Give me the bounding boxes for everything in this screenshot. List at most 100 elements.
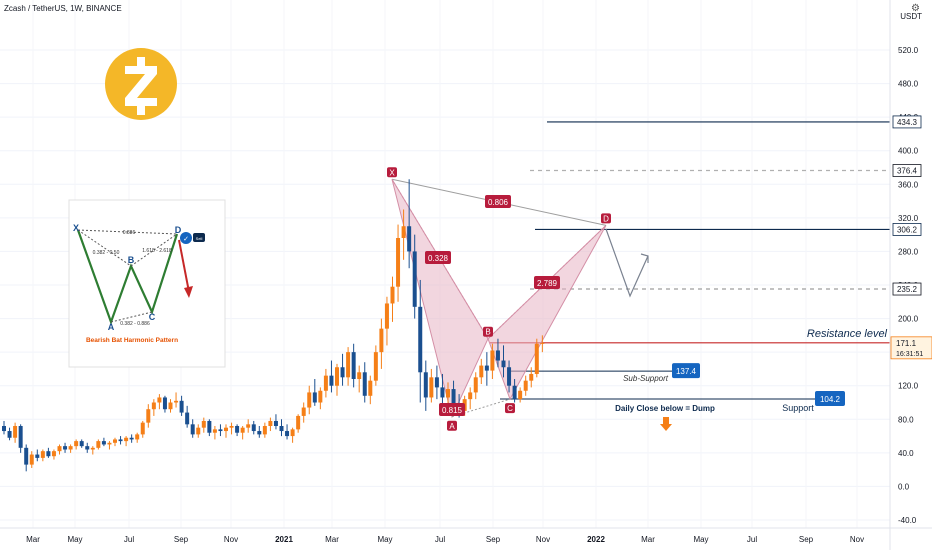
price-level-tag-bg xyxy=(892,282,922,296)
candle-body xyxy=(434,377,439,388)
diagram-ratio: 0.382 - 0.886 xyxy=(120,321,150,327)
point-label-bg xyxy=(387,167,397,178)
price-tick-label: 320.0 xyxy=(898,214,919,223)
sub-support-tag: 137.4 xyxy=(676,367,697,376)
support-tag-bg xyxy=(815,390,845,406)
diagram-point-label: A xyxy=(108,322,115,332)
diagram-sell-text: Sell xyxy=(196,236,203,241)
candle-body xyxy=(179,400,184,413)
candle-body xyxy=(401,226,406,238)
candle-body xyxy=(190,424,195,435)
diagram-point-label: X xyxy=(73,223,79,233)
point-label: A xyxy=(449,422,455,431)
point-label: B xyxy=(485,328,490,337)
projection-path xyxy=(605,228,649,298)
candle-body xyxy=(307,392,312,408)
candle-body xyxy=(218,429,223,432)
candle-body xyxy=(129,437,134,440)
candle-body xyxy=(101,441,106,445)
candle-body xyxy=(240,427,245,433)
price-tick-label: 280.0 xyxy=(898,247,919,256)
candle-body xyxy=(257,431,262,435)
candle-body xyxy=(329,375,334,386)
candle-body xyxy=(473,377,478,393)
ratio-badge xyxy=(425,251,451,264)
candle-body xyxy=(368,380,373,396)
candle-body xyxy=(423,372,428,398)
daily-close-label: Daily Close below = Dump xyxy=(615,404,715,413)
candle-body xyxy=(224,427,228,432)
candle-body xyxy=(512,385,517,400)
sub-support-label: Sub-Support xyxy=(623,374,669,383)
diagram-ratio: 1.618 - 2.618 xyxy=(142,248,172,254)
candle-body xyxy=(518,390,523,400)
time-tick-label: Mar xyxy=(26,535,40,544)
candle-body xyxy=(85,446,90,450)
candle-body xyxy=(18,426,23,448)
candle-body xyxy=(495,350,500,361)
price-tick-label: 480.0 xyxy=(898,80,919,89)
annotations: X A B C D 0.806 0.328 0.815 2.789 Resistance leve… xyxy=(68,48,888,431)
candle-body xyxy=(68,446,73,450)
candle-body xyxy=(251,424,256,432)
candle-body xyxy=(124,437,129,442)
candle-body xyxy=(484,365,489,371)
projection-arrowhead xyxy=(640,253,649,263)
candle-body xyxy=(185,412,190,425)
candle-body xyxy=(379,328,384,353)
candle-body xyxy=(51,451,56,457)
diagram-sell-badge xyxy=(193,233,205,242)
currency-unit: USDT xyxy=(900,12,922,21)
current-price-value: 171.1 xyxy=(896,339,917,348)
time-tick-label: Sep xyxy=(174,535,189,544)
candle-body xyxy=(35,454,40,458)
pattern-diagram xyxy=(68,199,226,368)
candle-body xyxy=(373,352,378,381)
candle-body xyxy=(174,400,179,403)
candle-body xyxy=(146,409,151,423)
price-axis[interactable]: -40.00.040.080.0120.0160.0200.0240.0280.… xyxy=(889,0,932,550)
ratio-badge xyxy=(439,403,465,416)
candle-body xyxy=(296,415,301,430)
price-level-tag: 376.4 xyxy=(897,167,918,176)
diagram-ratio: 0.886 xyxy=(123,230,136,236)
candle-body xyxy=(501,360,506,368)
ratio-label: 2.789 xyxy=(537,279,558,288)
candle-body xyxy=(201,420,206,428)
gear-icon[interactable]: ⚙ xyxy=(911,3,920,14)
ratio-label: 0.328 xyxy=(428,254,449,263)
candle-body xyxy=(140,422,145,435)
diagram-ratio: 0.382 - 0.50 xyxy=(93,250,120,256)
time-tick-label: 2021 xyxy=(275,535,293,544)
resistance-label: Resistance level xyxy=(807,328,888,340)
candle-body xyxy=(440,387,445,398)
time-tick-label: Jul xyxy=(435,535,445,544)
candle-body xyxy=(262,426,267,435)
price-level-tag: 235.2 xyxy=(897,285,918,294)
point-label-bg xyxy=(601,213,611,224)
candle-body xyxy=(418,306,423,373)
diagram-point-label: D xyxy=(175,225,182,235)
candle-body xyxy=(46,451,51,457)
price-level-tag: 434.3 xyxy=(897,118,918,127)
candle-body xyxy=(318,390,323,403)
candle-body xyxy=(451,389,456,406)
candle-body xyxy=(113,439,117,443)
candle-body xyxy=(273,420,278,426)
time-axis[interactable]: Mar May Jul Sep Nov 2021 Mar May Jul Sep Nov 2022 Ma… xyxy=(0,527,932,544)
candle-body xyxy=(268,420,273,426)
candle-body xyxy=(279,426,284,432)
candle-body xyxy=(2,426,6,432)
candle-body xyxy=(246,424,251,428)
candle-body xyxy=(168,402,173,410)
candle-body xyxy=(96,441,101,448)
diagram-dash xyxy=(110,311,153,323)
price-tick-label: 120.0 xyxy=(898,382,919,391)
candle-body xyxy=(312,392,317,403)
point-label: C xyxy=(507,404,513,413)
zcash-logo-glyph-bottom xyxy=(137,105,145,115)
candle-body xyxy=(157,397,162,403)
price-tick-label: 200.0 xyxy=(898,315,919,324)
candle-body xyxy=(407,226,412,252)
